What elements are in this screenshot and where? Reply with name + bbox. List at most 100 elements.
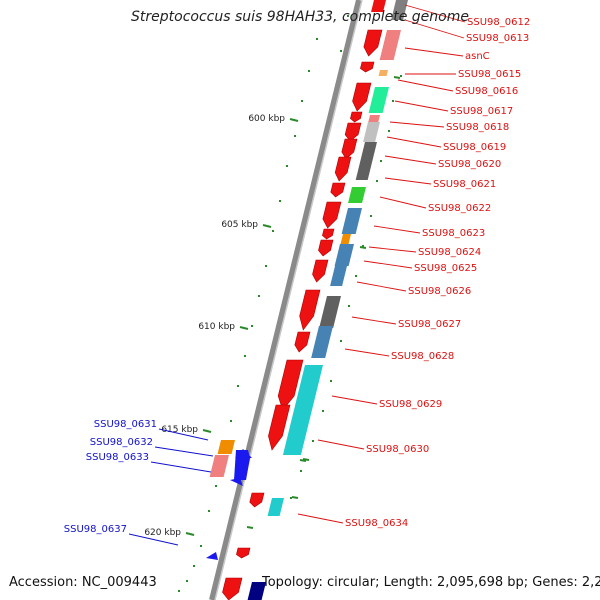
category-block bbox=[379, 30, 401, 60]
scale-dot bbox=[200, 545, 202, 547]
scale-dot bbox=[244, 355, 246, 357]
label-leader bbox=[397, 79, 454, 92]
scale-dot bbox=[308, 70, 310, 72]
gene-arrow bbox=[322, 201, 342, 229]
gene-label-forward[interactable]: SSU98_0617 bbox=[450, 106, 513, 117]
label-leader bbox=[297, 513, 344, 524]
scale-dot bbox=[380, 160, 382, 162]
scale-dot bbox=[388, 130, 390, 132]
scale-dot bbox=[272, 230, 274, 232]
gene-label-forward[interactable]: SSU98_0628 bbox=[391, 351, 454, 362]
gene-label-forward[interactable]: SSU98_0613 bbox=[466, 33, 529, 44]
gene-arrow bbox=[360, 61, 375, 73]
gene-label-forward[interactable]: SSU98_0621 bbox=[433, 179, 496, 190]
gene-label-reverse[interactable]: SSU98_0633 bbox=[86, 452, 149, 463]
gene-label-forward[interactable]: SSU98_0623 bbox=[422, 228, 485, 239]
gene-label-forward[interactable]: SSU98_0615 bbox=[458, 69, 521, 80]
scale-dot bbox=[208, 510, 210, 512]
scale-dot bbox=[193, 565, 195, 567]
gene-label-forward[interactable]: SSU98_0620 bbox=[438, 159, 501, 170]
category-block bbox=[363, 122, 380, 142]
scale-dot bbox=[340, 340, 342, 342]
scale-dot bbox=[316, 38, 318, 40]
gene-label-forward[interactable]: SSU98_0629 bbox=[379, 399, 442, 410]
scale-dot bbox=[215, 485, 217, 487]
scale-tick bbox=[202, 429, 212, 433]
gene-arrow bbox=[249, 492, 265, 508]
label-leader bbox=[368, 246, 417, 253]
gene-label-reverse[interactable]: SSU98_0632 bbox=[90, 437, 153, 448]
category-block bbox=[355, 142, 377, 180]
scale-dot bbox=[392, 100, 394, 102]
reverse-block bbox=[209, 455, 229, 477]
category-block bbox=[391, 0, 408, 20]
gene-labels: SSU98_0612 SSU98_0613 asnC SSU98_0615 SSU98_… bbox=[64, 4, 530, 546]
category-block bbox=[371, 0, 386, 12]
scale-dot bbox=[330, 380, 332, 382]
gene-arrow bbox=[350, 111, 363, 123]
label-leader bbox=[317, 439, 365, 450]
genome-backbone bbox=[209, 0, 362, 600]
category-block bbox=[340, 234, 351, 244]
category-block bbox=[311, 326, 333, 358]
label-leader bbox=[384, 177, 432, 185]
gene-arrow bbox=[268, 404, 291, 451]
gene-label-reverse[interactable]: SSU98_0637 bbox=[64, 524, 127, 535]
scale-dot bbox=[286, 165, 288, 167]
scale-dot bbox=[279, 200, 281, 202]
gene-label-forward[interactable]: SSU98_0627 bbox=[398, 319, 461, 330]
gene-arrow bbox=[334, 156, 352, 182]
label-leader bbox=[356, 281, 407, 292]
scale-dot bbox=[322, 410, 324, 412]
label-leader bbox=[394, 100, 449, 112]
gene-label-forward[interactable]: SSU98_0634 bbox=[345, 518, 408, 529]
category-block bbox=[282, 365, 323, 455]
gene-label-forward[interactable]: SSU98_0618 bbox=[446, 122, 509, 133]
gene-arrow bbox=[322, 228, 335, 240]
scale-dot bbox=[301, 100, 303, 102]
gene-arrow bbox=[222, 577, 243, 600]
scale-tick-label: 600 kbp bbox=[248, 114, 285, 124]
scale-dot bbox=[362, 245, 364, 247]
gene-label-forward[interactable]: SSU98_0624 bbox=[418, 247, 481, 258]
scale-dot bbox=[348, 305, 350, 307]
label-leader bbox=[344, 348, 390, 357]
label-leader bbox=[389, 121, 445, 128]
gene-arrow bbox=[277, 359, 304, 411]
gene-label-forward[interactable]: asnC bbox=[465, 51, 490, 62]
label-leader bbox=[373, 225, 421, 234]
label-leader bbox=[404, 4, 466, 23]
gene-label-forward[interactable]: SSU98_0630 bbox=[366, 444, 429, 455]
scale-tick-label: 605 kbp bbox=[221, 220, 258, 230]
scale-dot bbox=[290, 497, 292, 499]
category-block bbox=[368, 115, 380, 123]
scale-tick-label: 610 kbp bbox=[198, 322, 235, 332]
gene-label-forward[interactable]: SSU98_0616 bbox=[455, 86, 518, 97]
scale-dot bbox=[370, 215, 372, 217]
feature-track bbox=[206, 0, 408, 600]
scale-tick bbox=[289, 118, 299, 122]
gene-label-forward[interactable]: SSU98_0612 bbox=[467, 17, 530, 28]
category-block bbox=[334, 244, 354, 266]
topology-text: Topology: circular; Length: 2,095,698 bp… bbox=[262, 575, 600, 590]
scale-dot bbox=[376, 180, 378, 182]
gene-arrow bbox=[294, 331, 311, 353]
scale-tick bbox=[239, 326, 249, 330]
gene-arrow bbox=[344, 122, 362, 142]
gene-label-forward[interactable]: SSU98_0622 bbox=[428, 203, 491, 214]
gene-label-forward[interactable]: SSU98_0625 bbox=[414, 263, 477, 274]
scale-tick bbox=[185, 532, 195, 536]
gene-arrow bbox=[330, 182, 346, 198]
gene-arrow bbox=[299, 289, 321, 331]
scale-dot bbox=[340, 50, 342, 52]
scale-dot bbox=[178, 590, 180, 592]
gene-label-forward[interactable]: SSU98_0619 bbox=[443, 142, 506, 153]
scale-dot bbox=[312, 440, 314, 442]
scale-dot bbox=[258, 295, 260, 297]
category-block bbox=[378, 70, 388, 76]
label-leader bbox=[128, 533, 179, 546]
gene-label-forward[interactable]: SSU98_0626 bbox=[408, 286, 471, 297]
gene-label-reverse[interactable]: SSU98_0631 bbox=[94, 419, 157, 430]
label-leader bbox=[154, 446, 214, 457]
category-block bbox=[247, 582, 266, 600]
